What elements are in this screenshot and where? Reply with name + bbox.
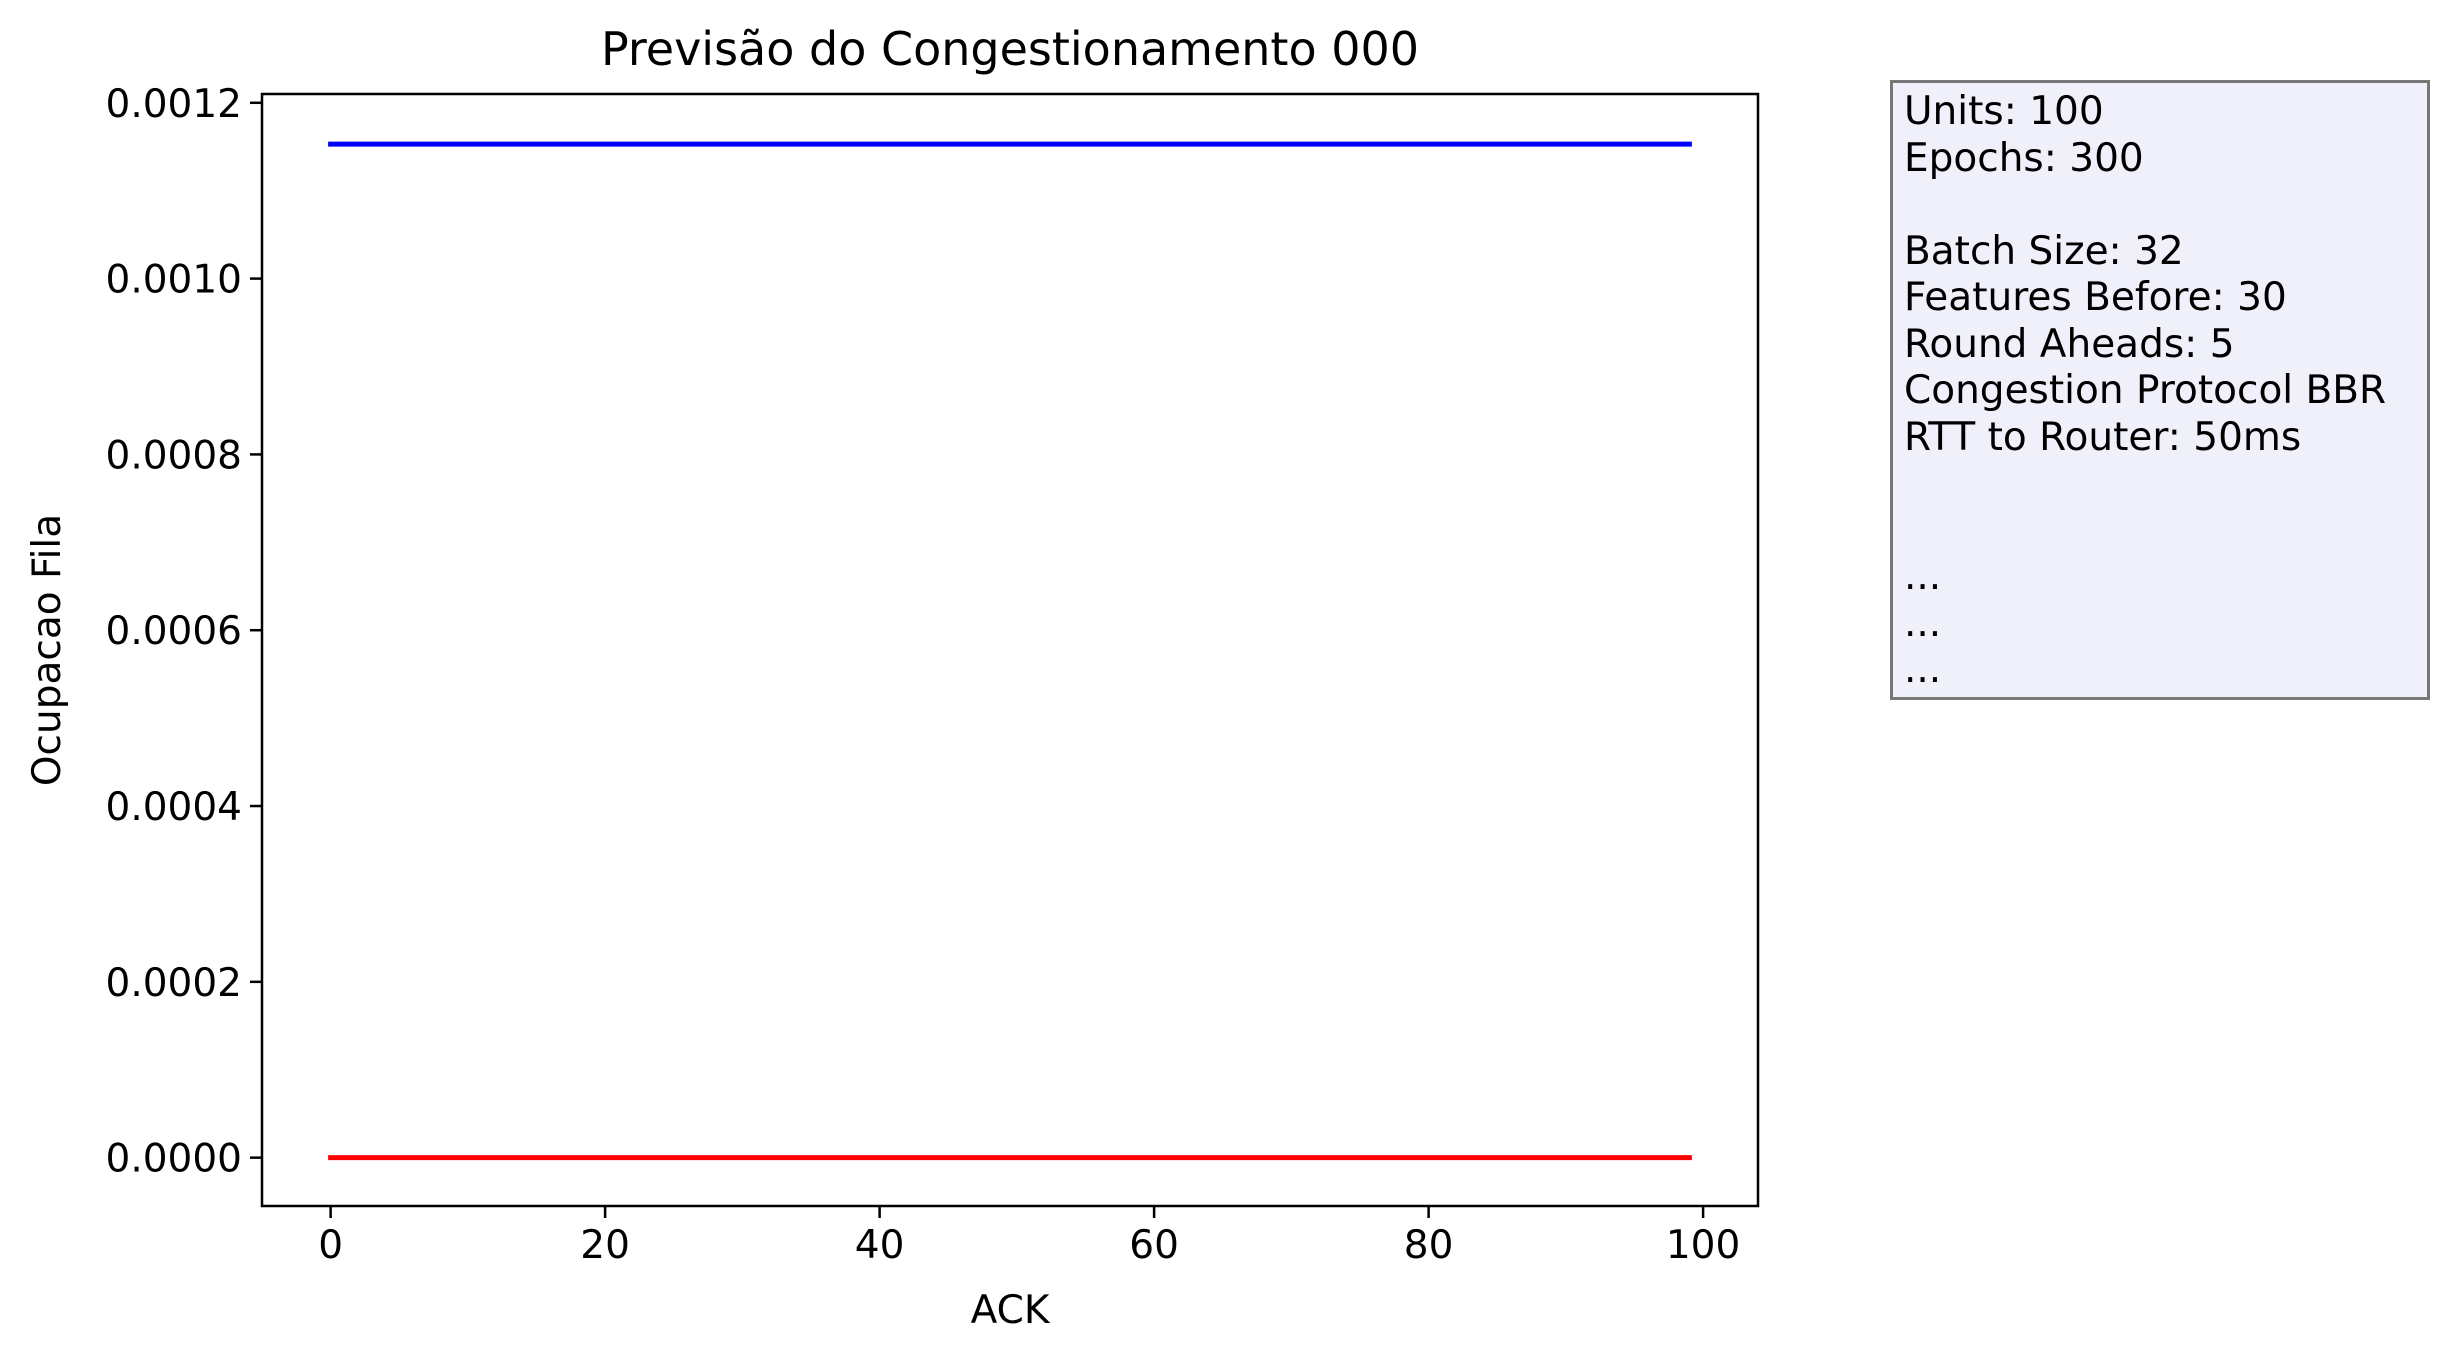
info-box-line: Units: 100 (1904, 89, 2104, 134)
x-tick-label: 80 (1404, 1223, 1454, 1268)
x-tick-label: 100 (1666, 1223, 1740, 1268)
x-tick-label: 20 (580, 1223, 630, 1268)
y-axis-label: Ocupacao Fila (25, 514, 70, 786)
x-axis-label: ACK (971, 1288, 1051, 1333)
y-tick-label: 0.0000 (106, 1137, 242, 1182)
info-box-line (1904, 508, 2427, 555)
y-tick-label: 0.0006 (106, 609, 242, 654)
info-box-line: RTT to Router: 50ms (1904, 414, 2302, 460)
y-tick-label: 0.0004 (106, 785, 242, 830)
y-tick-label: 0.0012 (106, 82, 242, 127)
x-tick-label: 60 (1129, 1223, 1179, 1268)
axes-layer: 0 20 40 60 80 100 0.0000 0.0002 0.0004 0.0006 0.00… (106, 82, 1741, 1268)
info-box-line (1904, 461, 2427, 508)
info-box-line: Epochs: 300 (1904, 135, 2144, 181)
plot-frame (260, 92, 1760, 1208)
y-tick-label: 0.0008 (106, 433, 242, 478)
chart-title: Previsão do Congestionamento 000 (601, 22, 1419, 76)
info-box-line: ... (1904, 600, 1942, 646)
y-tick-label: 0.0002 (106, 961, 242, 1006)
info-box-line: Batch Size: 32 (1904, 228, 2184, 274)
x-tick-label: 0 (318, 1223, 343, 1268)
plot-layer (328, 141, 1692, 1161)
info-box-line (1904, 182, 2427, 229)
info-box-line: ... (1904, 554, 1942, 599)
info-box-line: Features Before: 30 (1904, 275, 2287, 320)
info-box-line: ... (1904, 647, 1942, 692)
info-box-line: Congestion Protocol BBR (1904, 368, 2387, 413)
y-tick-label: 0.0010 (106, 258, 242, 303)
info-box: Units: 100 Epochs: 300 Batch Size: 32 Featu… (1890, 80, 2430, 700)
info-box-line: Round Aheads: 5 (1904, 321, 2235, 367)
x-tick-label: 40 (855, 1223, 905, 1268)
